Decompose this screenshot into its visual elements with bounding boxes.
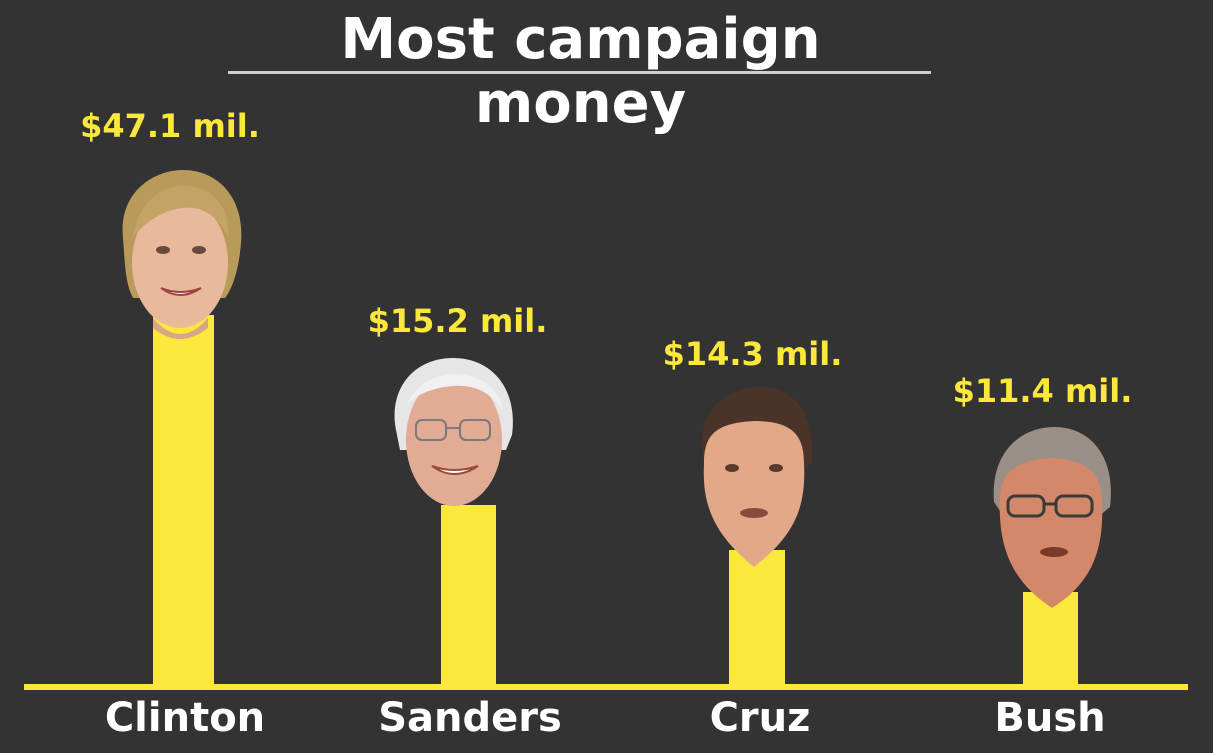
title-underline [228, 71, 931, 74]
category-label-bush: Bush [994, 695, 1106, 741]
bar-sanders [441, 505, 496, 685]
value-label-clinton: $47.1 mil. [80, 107, 260, 145]
category-label-sanders: Sanders [378, 695, 562, 741]
bar-bush [1023, 592, 1078, 685]
sanders-head-photo-icon [394, 358, 513, 506]
bush-head-photo-icon [993, 427, 1111, 608]
value-label-cruz: $14.3 mil. [662, 335, 843, 373]
category-label-cruz: Cruz [709, 695, 811, 741]
cruz-head-photo-icon [701, 387, 813, 567]
value-label-sanders: $15.2 mil. [367, 302, 548, 340]
category-label-clinton: Clinton [104, 695, 266, 741]
clinton-head-photo-icon [122, 170, 242, 339]
x-axis-baseline [24, 684, 1188, 690]
value-label-bush: $11.4 mil. [952, 372, 1133, 410]
chart-title: Most campaign money [340, 7, 821, 136]
bar-cruz [729, 550, 785, 685]
bar-clinton [153, 315, 214, 685]
